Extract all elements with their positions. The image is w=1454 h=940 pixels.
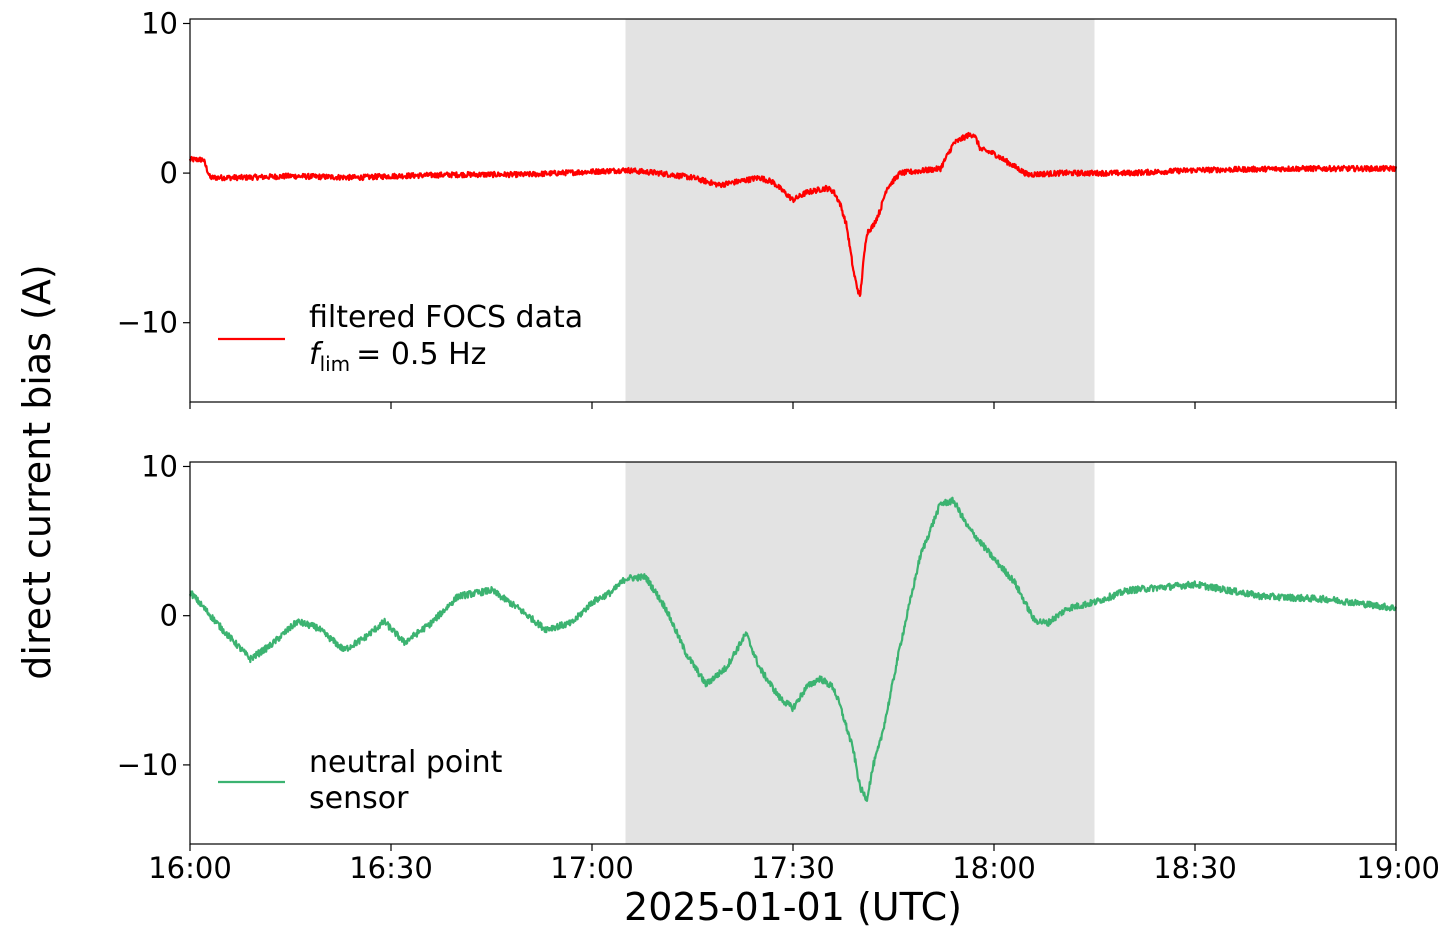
legend-flim-value: = 0.5 Hz <box>356 337 486 372</box>
x-axis-label: 2025-01-01 (UTC) <box>624 885 962 929</box>
legend-label-neutral-line1: neutral point <box>309 745 503 780</box>
legend-label-neutral-line2: sensor <box>309 781 409 816</box>
y-tick-label: 10 <box>141 449 178 483</box>
legend-label-flim: flim = 0.5 Hz <box>309 337 486 376</box>
bottom-panel-legend: neutral point sensor <box>218 745 503 816</box>
x-tick-label: 16:30 <box>349 851 433 885</box>
bottom-panel: 10 0 −10 neutral point sensor <box>117 449 1398 851</box>
x-tick-label: 17:00 <box>550 851 634 885</box>
y-axis-label: direct current bias (A) <box>15 264 59 679</box>
x-tick-label: 18:00 <box>952 851 1036 885</box>
y-tick-label: −10 <box>117 748 178 782</box>
x-tick-label: 16:00 <box>148 851 232 885</box>
shaded-event-interval <box>625 19 1095 402</box>
x-tick-label: 19:00 <box>1356 851 1440 885</box>
y-tick-label: 10 <box>141 6 178 40</box>
series-line-0-0 <box>188 131 1398 297</box>
top-panel-legend: filtered FOCS data flim = 0.5 Hz <box>218 300 583 376</box>
legend-label-focs: filtered FOCS data <box>309 300 583 335</box>
y-tick-label: 0 <box>160 156 178 190</box>
legend-flim-subscript: lim <box>320 352 351 376</box>
y-tick-label: −10 <box>117 306 178 340</box>
y-tick-label: 0 <box>160 599 178 633</box>
x-tick-label: 17:30 <box>751 851 835 885</box>
x-tick-label: 18:30 <box>1153 851 1237 885</box>
series-line-1-0 <box>188 496 1398 803</box>
top-panel: 10 0 −10 filtered FOCS data flim = 0.5 Hz <box>117 6 1398 409</box>
